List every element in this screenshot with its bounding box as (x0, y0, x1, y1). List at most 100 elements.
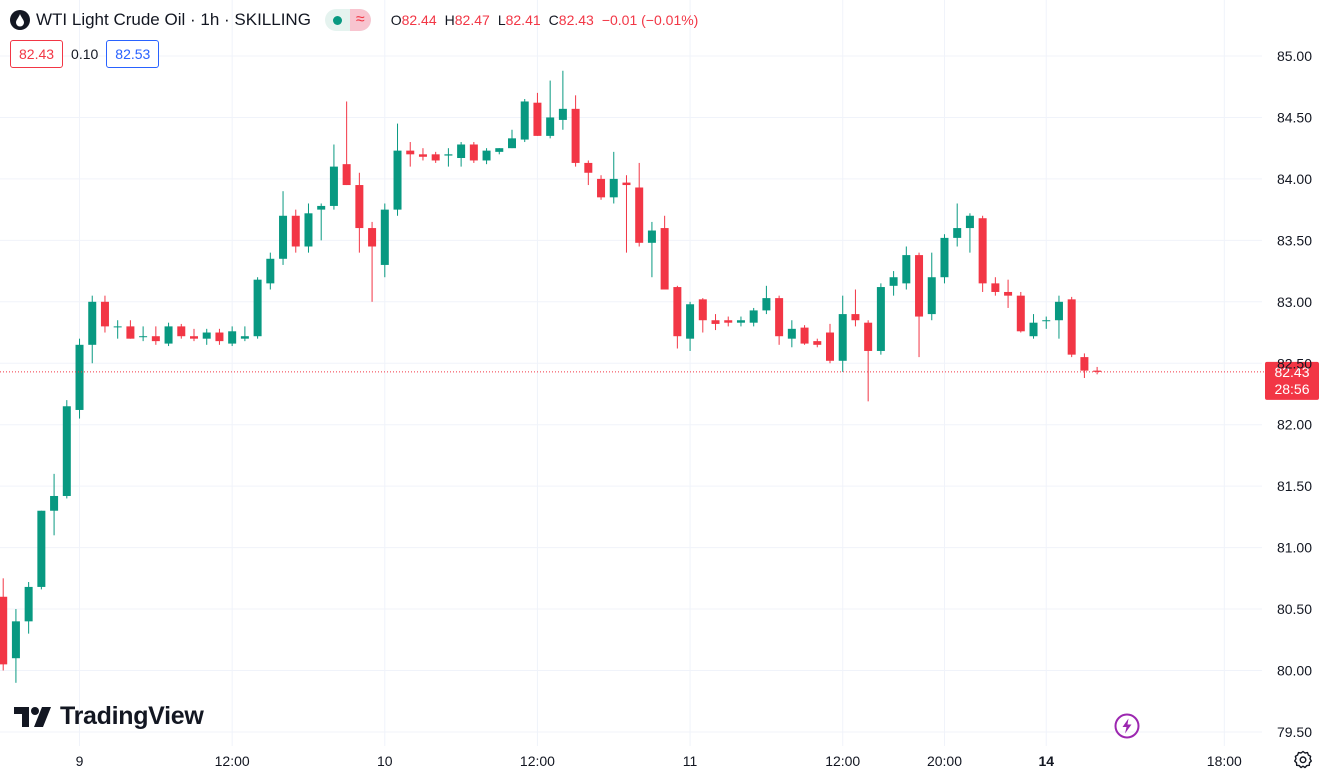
candle[interactable] (927, 252, 936, 321)
candle[interactable] (940, 234, 949, 284)
candle[interactable] (24, 582, 33, 634)
candle[interactable] (368, 221, 377, 302)
candle[interactable] (151, 326, 160, 345)
candle[interactable] (1016, 291, 1025, 333)
candlestick-series[interactable] (0, 70, 1102, 683)
candle[interactable] (495, 148, 504, 155)
ask-price-button[interactable]: 82.53 (106, 40, 160, 68)
candle[interactable] (380, 203, 389, 278)
candle[interactable] (851, 289, 860, 327)
candle[interactable] (647, 221, 656, 278)
candle[interactable] (100, 295, 109, 333)
candle[interactable] (1042, 316, 1051, 329)
ohlc-low: L82.41 (498, 12, 541, 28)
candle[interactable] (749, 307, 758, 327)
candle[interactable] (609, 151, 618, 204)
candle[interactable] (240, 326, 249, 342)
candle[interactable] (279, 191, 288, 265)
candle[interactable] (1067, 296, 1076, 358)
candle[interactable] (533, 92, 542, 136)
candle[interactable] (406, 142, 415, 167)
candle[interactable] (1029, 314, 1038, 339)
candle[interactable] (673, 285, 682, 349)
candle[interactable] (597, 175, 606, 200)
candle[interactable] (686, 301, 695, 351)
candle[interactable] (660, 215, 669, 290)
candle[interactable] (482, 148, 491, 165)
candle[interactable] (978, 215, 987, 292)
candle[interactable] (355, 172, 364, 253)
candle[interactable] (190, 328, 198, 342)
candle[interactable] (11, 609, 20, 683)
candle[interactable] (431, 151, 440, 163)
candle[interactable] (164, 322, 173, 347)
tradingview-logo[interactable]: TradingView (14, 702, 204, 731)
market-status-pill[interactable]: ≈ (324, 9, 371, 31)
candle[interactable] (889, 271, 898, 296)
candle[interactable] (571, 95, 580, 167)
lightning-icon[interactable] (1114, 713, 1140, 739)
candle[interactable] (1093, 366, 1102, 375)
candle[interactable] (75, 338, 84, 419)
candle[interactable] (317, 203, 326, 241)
candle[interactable] (775, 295, 784, 345)
candle[interactable] (50, 473, 59, 536)
candle[interactable] (1054, 295, 1063, 339)
candle[interactable] (139, 326, 148, 342)
candle[interactable] (813, 338, 822, 348)
candle[interactable] (0, 578, 8, 671)
candle-body (864, 322, 873, 351)
candle[interactable] (113, 320, 122, 339)
candle[interactable] (965, 213, 974, 253)
candle[interactable] (291, 209, 300, 253)
candle[interactable] (37, 510, 46, 590)
candle[interactable] (584, 160, 593, 186)
candle[interactable] (876, 283, 885, 355)
candle[interactable] (838, 295, 847, 372)
candle[interactable] (457, 142, 466, 167)
candle[interactable] (62, 400, 71, 499)
time-axis[interactable]: 9 12:00 10 12:00 11 12:00 20:00 14 18:00 (76, 753, 1242, 769)
candle[interactable] (266, 252, 275, 290)
candle[interactable] (622, 175, 631, 253)
candle[interactable] (418, 148, 427, 161)
candle[interactable] (520, 99, 529, 143)
candle[interactable] (953, 203, 962, 247)
candle[interactable] (126, 320, 135, 339)
candle[interactable] (202, 328, 211, 345)
candle[interactable] (546, 80, 555, 139)
candle[interactable] (228, 326, 237, 347)
candle[interactable] (915, 252, 924, 358)
price-axis[interactable]: 85.00 84.50 84.00 83.50 83.00 82.50 82.00 81.50… (1277, 48, 1312, 740)
candle[interactable] (304, 203, 313, 253)
candle[interactable] (342, 101, 351, 186)
candle[interactable] (88, 295, 97, 364)
candle[interactable] (558, 70, 567, 130)
candle[interactable] (698, 298, 707, 333)
candle[interactable] (1004, 279, 1013, 308)
candle[interactable] (864, 320, 873, 402)
candle[interactable] (635, 162, 644, 247)
candle[interactable] (177, 323, 186, 339)
candle[interactable] (215, 328, 224, 345)
symbol-title[interactable]: WTI Light Crude Oil · 1h · SKILLING (36, 10, 311, 29)
candle[interactable] (826, 323, 834, 364)
candle[interactable] (902, 246, 911, 290)
candle[interactable] (253, 277, 262, 339)
candle[interactable] (469, 142, 478, 163)
candle[interactable] (724, 316, 733, 327)
candle[interactable] (787, 320, 796, 348)
candle[interactable] (800, 325, 809, 345)
candle[interactable] (762, 285, 771, 315)
candle[interactable] (329, 144, 338, 210)
settings-gear-icon[interactable] (1293, 750, 1313, 770)
candle[interactable] (444, 148, 453, 167)
candle[interactable] (711, 314, 720, 331)
bid-price-button[interactable]: 82.43 (10, 40, 64, 68)
candle[interactable] (393, 123, 402, 216)
candle[interactable] (508, 129, 516, 149)
candle[interactable] (736, 316, 745, 327)
candle[interactable] (991, 277, 1000, 296)
candle[interactable] (1080, 353, 1089, 378)
